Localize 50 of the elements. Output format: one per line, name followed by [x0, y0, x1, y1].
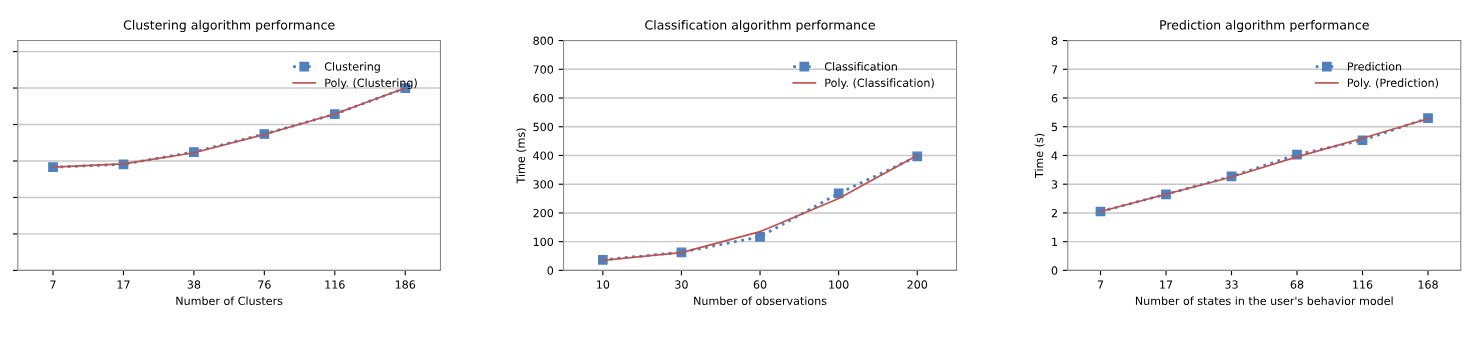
y-axis-title: Time (ms): [516, 128, 527, 184]
x-tick-label: 30: [675, 280, 688, 289]
x-tick-label: 100: [829, 280, 849, 289]
x-tick-label: 116: [325, 280, 345, 289]
chart-title: Classification algorithm performance: [645, 19, 875, 33]
y-tick-label: 500: [533, 122, 554, 132]
legend-label: Prediction: [1347, 62, 1402, 71]
y-tick-label: 0: [547, 266, 554, 275]
legend-label: Clustering: [324, 62, 380, 73]
x-tick-label: 10: [596, 280, 610, 289]
y-tick-label: 4: [1051, 151, 1058, 160]
x-tick-label: 186: [395, 280, 416, 289]
y-tick-label: 400: [533, 151, 554, 160]
x-tick-label: 38: [187, 280, 201, 289]
y-tick-label: 0: [1051, 266, 1058, 275]
y-tick-label: 8: [1051, 36, 1058, 45]
x-axis-title: Number of observations: [694, 296, 827, 306]
x-tick-label: 7: [1097, 280, 1104, 289]
x-tick-label: 7: [50, 280, 56, 289]
point: [755, 231, 765, 242]
y-tick-label: 600: [533, 93, 554, 103]
x-tick-label: 200: [907, 280, 928, 289]
x-axis-title: Number of states in the user's behavior model: [1135, 296, 1393, 306]
x-tick-label: 76: [258, 280, 271, 289]
y-tick-label: 2: [1051, 208, 1057, 218]
y-tick-label: 800: [533, 36, 554, 45]
y-tick-label: 100: [533, 237, 554, 247]
x-tick-label: 116: [1353, 280, 1373, 289]
y-tick-label: 700: [533, 65, 554, 74]
y-tick-label: 6: [1051, 93, 1058, 103]
x-tick-label: 68: [1290, 280, 1304, 289]
legend-label: Poly. (Clustering): [325, 78, 417, 90]
y-tick-label: 1: [1052, 237, 1058, 246]
y-tick-label: 300: [533, 180, 554, 189]
x-tick-label: 168: [1418, 280, 1438, 289]
x-tick-label: 60: [753, 280, 767, 289]
x-tick-label: 17: [117, 280, 130, 289]
y-tick-label: 5: [1051, 122, 1058, 132]
legend-label: Classification: [824, 62, 897, 71]
x-tick-label: 33: [1225, 280, 1238, 289]
y-axis-title: Time (s): [1034, 133, 1045, 179]
y-tick-label: 7: [1051, 65, 1058, 74]
chart-title: Prediction algorithm performance: [1160, 19, 1369, 33]
legend-label: Poly. (Classification): [825, 78, 934, 90]
x-tick-label: 17: [1160, 280, 1173, 289]
legend-label: Poly. (Prediction): [1347, 78, 1439, 90]
y-tick-label: 200: [533, 208, 554, 218]
chart-title: Clustering algorithm performance: [123, 19, 335, 33]
x-axis-title: Number of Clusters: [176, 296, 283, 306]
y-tick-label: 3: [1051, 180, 1058, 189]
